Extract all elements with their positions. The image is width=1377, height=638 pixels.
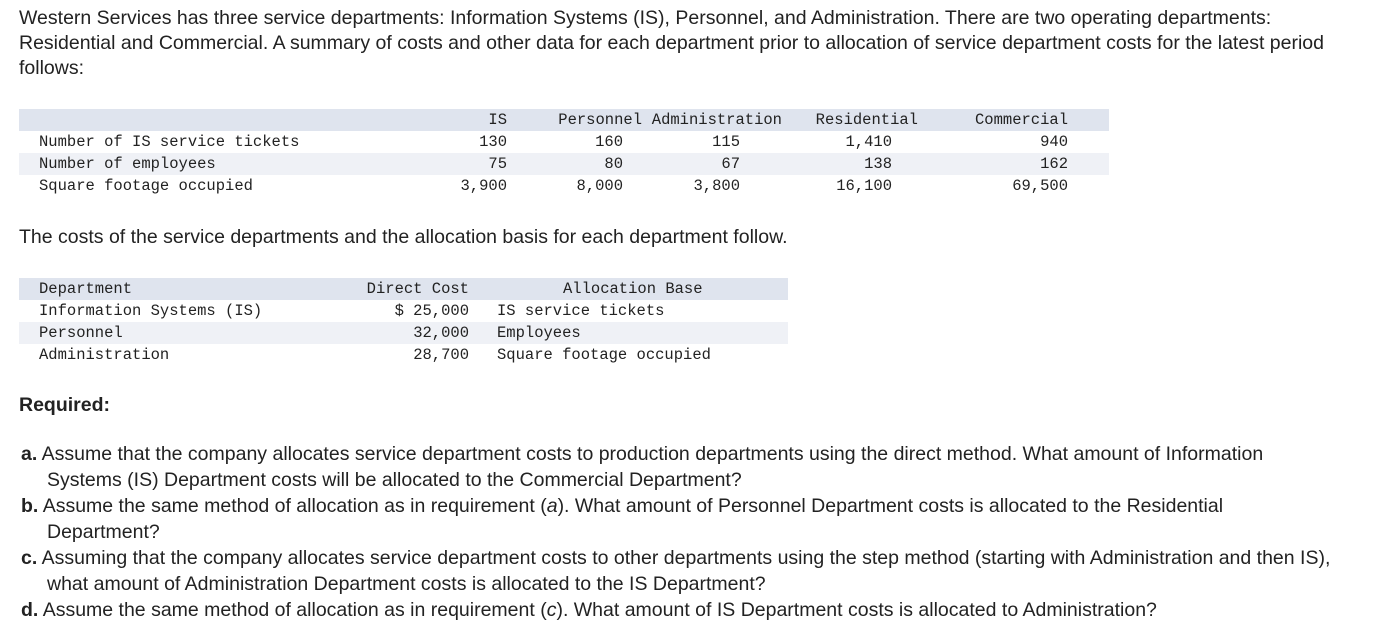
cell-value: 3,900 bbox=[460, 177, 507, 195]
allocation-base: IS service tickets bbox=[497, 302, 665, 320]
list-item: a. Assume that the company allocates ser… bbox=[21, 441, 1341, 493]
header-administration: Administration bbox=[651, 111, 782, 129]
list-item: c. Assuming that the company allocates s… bbox=[21, 545, 1341, 597]
cell-value: 69,500 bbox=[1012, 177, 1068, 195]
question-text: Assume the same method of allocation as … bbox=[42, 599, 1157, 621]
header-department: Department bbox=[39, 280, 133, 298]
header-direct-cost: Direct Cost bbox=[366, 280, 469, 298]
cell-value: 8,000 bbox=[576, 177, 623, 195]
cell-value: 75 bbox=[488, 155, 507, 173]
direct-cost: 28,700 bbox=[413, 346, 469, 364]
cell-value: 138 bbox=[864, 155, 892, 173]
question-label: c. bbox=[21, 547, 38, 569]
header-is: IS bbox=[488, 111, 507, 129]
cell-value: 1,410 bbox=[845, 133, 892, 151]
table-row: Personnel 32,000 Employees bbox=[19, 322, 788, 344]
cell-value: 115 bbox=[712, 133, 740, 151]
row-label: Number of IS service tickets bbox=[39, 133, 300, 151]
cell-value: 67 bbox=[721, 155, 740, 173]
header-label-column bbox=[39, 109, 379, 131]
intro-paragraph: Western Services has three service depar… bbox=[19, 7, 1324, 79]
requirement-reference: c bbox=[546, 599, 557, 621]
table-row: Information Systems (IS) $ 25,000 IS ser… bbox=[19, 300, 788, 322]
department-name: Administration bbox=[39, 346, 170, 364]
cell-value: 80 bbox=[604, 155, 623, 173]
department-name: Information Systems (IS) bbox=[39, 302, 263, 320]
header-personnel: Personnel bbox=[558, 111, 642, 129]
question-text: Assume the same method of allocation as … bbox=[42, 495, 1224, 543]
allocation-base: Employees bbox=[497, 324, 581, 342]
cell-value: 130 bbox=[479, 133, 507, 151]
cell-value: 3,800 bbox=[693, 177, 740, 195]
direct-cost: 32,000 bbox=[413, 324, 469, 342]
row-label: Number of employees bbox=[39, 155, 216, 173]
requirements-list: a. Assume that the company allocates ser… bbox=[21, 441, 1341, 623]
question-label: b. bbox=[21, 495, 39, 517]
department-name: Personnel bbox=[39, 324, 123, 342]
direct-cost: $ 25,000 bbox=[394, 302, 469, 320]
list-item: d. Assume the same method of allocation … bbox=[21, 597, 1341, 623]
header-allocation-base: Allocation Base bbox=[563, 280, 703, 298]
question-label: d. bbox=[21, 599, 39, 621]
list-item: b. Assume the same method of allocation … bbox=[21, 493, 1341, 545]
cell-value: 16,100 bbox=[836, 177, 892, 195]
table-header-row: IS Personnel Administration Residential … bbox=[19, 109, 1109, 131]
table-row: Square footage occupied 3,900 8,000 3,80… bbox=[19, 175, 1109, 197]
question-text: Assuming that the company allocates serv… bbox=[41, 547, 1331, 595]
cell-value: 940 bbox=[1040, 133, 1068, 151]
header-residential: Residential bbox=[815, 111, 918, 129]
question-text: Assume that the company allocates servic… bbox=[41, 443, 1264, 491]
cell-value: 160 bbox=[595, 133, 623, 151]
row-label: Square footage occupied bbox=[39, 177, 253, 195]
header-commercial: Commercial bbox=[974, 111, 1068, 129]
service-cost-table: Department Direct Cost Allocation Base I… bbox=[19, 278, 788, 366]
table-row: Number of employees 75 80 67 138 162 bbox=[19, 153, 1109, 175]
requirement-reference: a bbox=[546, 495, 558, 517]
required-heading: Required: bbox=[19, 394, 111, 416]
costs-intro-paragraph: The costs of the service departments and… bbox=[19, 226, 788, 248]
table-header-row: Department Direct Cost Allocation Base bbox=[19, 278, 788, 300]
question-label: a. bbox=[21, 443, 38, 465]
table-row: Number of IS service tickets 130 160 115… bbox=[19, 131, 1109, 153]
table-row: Administration 28,700 Square footage occ… bbox=[19, 344, 788, 366]
allocation-base: Square footage occupied bbox=[497, 346, 711, 364]
cell-value: 162 bbox=[1040, 155, 1068, 173]
department-data-table: IS Personnel Administration Residential … bbox=[19, 109, 1109, 197]
